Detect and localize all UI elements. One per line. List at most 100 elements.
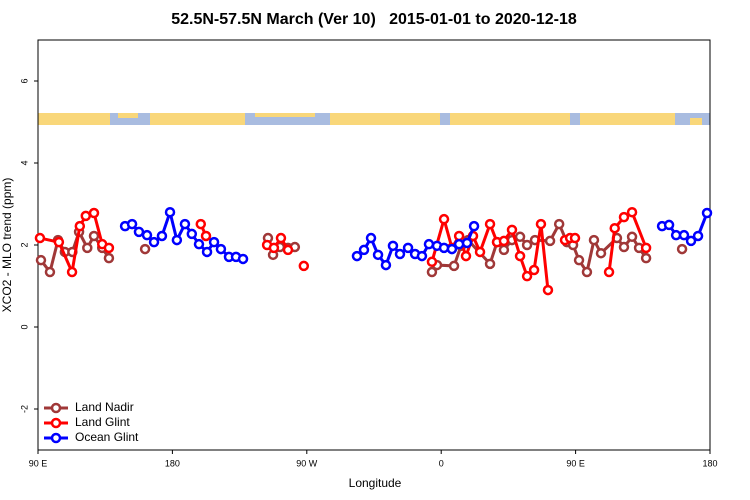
point xyxy=(581,266,593,278)
point xyxy=(179,218,191,230)
y-tick-label: 4 xyxy=(19,160,29,165)
chart-title: 52.5N-57.5N March (Ver 10) 2015-01-01 to… xyxy=(171,11,577,28)
point xyxy=(195,218,207,230)
point xyxy=(365,232,377,244)
point xyxy=(148,236,160,248)
point xyxy=(618,211,630,223)
point xyxy=(692,230,704,242)
point xyxy=(103,252,115,264)
legend-marker xyxy=(50,432,62,444)
point xyxy=(380,259,392,271)
x-tick-label: 180 xyxy=(702,458,717,468)
point xyxy=(461,237,473,249)
point xyxy=(44,266,56,278)
point xyxy=(514,231,526,243)
point xyxy=(275,232,287,244)
point xyxy=(448,260,460,272)
point xyxy=(358,244,370,256)
point xyxy=(282,244,294,256)
point xyxy=(701,207,713,219)
point xyxy=(66,266,78,278)
point xyxy=(453,230,465,242)
point xyxy=(200,230,212,242)
point xyxy=(438,213,450,225)
x-axis-label: Longitude xyxy=(349,476,402,490)
point xyxy=(80,210,92,222)
y-tick-label: 6 xyxy=(19,78,29,83)
point xyxy=(573,254,585,266)
point xyxy=(506,224,518,236)
point xyxy=(82,242,93,254)
point xyxy=(186,228,198,240)
y-axis-label: XCO2 - MLO trend (ppm) xyxy=(0,178,14,313)
point xyxy=(685,235,697,247)
point xyxy=(603,266,615,278)
point xyxy=(542,284,554,296)
point xyxy=(484,258,496,270)
point xyxy=(626,206,638,218)
map-strip xyxy=(38,113,710,125)
point xyxy=(609,222,620,234)
point xyxy=(453,238,465,250)
x-tick-label: 90 E xyxy=(566,458,585,468)
point xyxy=(640,252,652,264)
point xyxy=(498,235,510,247)
point xyxy=(394,248,406,260)
point xyxy=(193,238,205,250)
point xyxy=(372,249,384,261)
point xyxy=(298,260,310,272)
point xyxy=(426,266,438,278)
legend-marker xyxy=(50,417,62,429)
point xyxy=(387,240,399,252)
point xyxy=(141,229,153,241)
point xyxy=(416,250,428,262)
point xyxy=(88,207,100,219)
point xyxy=(569,232,581,244)
point xyxy=(237,253,249,265)
point xyxy=(498,244,510,256)
x-tick-label: 0 xyxy=(439,458,444,468)
point xyxy=(535,218,547,230)
point xyxy=(678,229,690,241)
point xyxy=(35,254,47,266)
point xyxy=(426,256,438,268)
point xyxy=(553,218,565,230)
legend-label: Land Nadir xyxy=(75,400,134,414)
series-line xyxy=(39,209,648,291)
point xyxy=(514,250,526,262)
point xyxy=(164,206,176,218)
y-tick-label: 0 xyxy=(19,324,29,329)
point xyxy=(268,242,280,254)
point xyxy=(201,246,213,258)
point xyxy=(423,238,435,250)
point xyxy=(402,242,414,254)
point xyxy=(528,264,540,276)
point xyxy=(544,235,556,247)
point xyxy=(484,218,496,230)
point xyxy=(460,250,472,262)
point xyxy=(474,246,486,258)
legend-label: Ocean Glint xyxy=(75,430,139,444)
legend-label: Land Glint xyxy=(75,415,130,429)
point xyxy=(103,242,115,254)
point xyxy=(53,236,65,248)
point xyxy=(34,232,46,244)
point xyxy=(139,243,151,255)
point xyxy=(640,242,652,254)
point xyxy=(676,243,688,255)
x-tick-label: 180 xyxy=(165,458,180,468)
point xyxy=(521,270,533,282)
legend-marker xyxy=(50,402,62,414)
point xyxy=(521,239,533,251)
point xyxy=(208,236,220,248)
point xyxy=(618,241,630,253)
point xyxy=(663,219,675,231)
x-tick-label: 90 W xyxy=(296,458,318,468)
point xyxy=(156,230,168,242)
point xyxy=(88,230,100,242)
point xyxy=(438,242,450,254)
point xyxy=(74,220,86,232)
point xyxy=(588,234,600,246)
point xyxy=(351,250,363,262)
y-tick-label: -2 xyxy=(19,405,29,413)
